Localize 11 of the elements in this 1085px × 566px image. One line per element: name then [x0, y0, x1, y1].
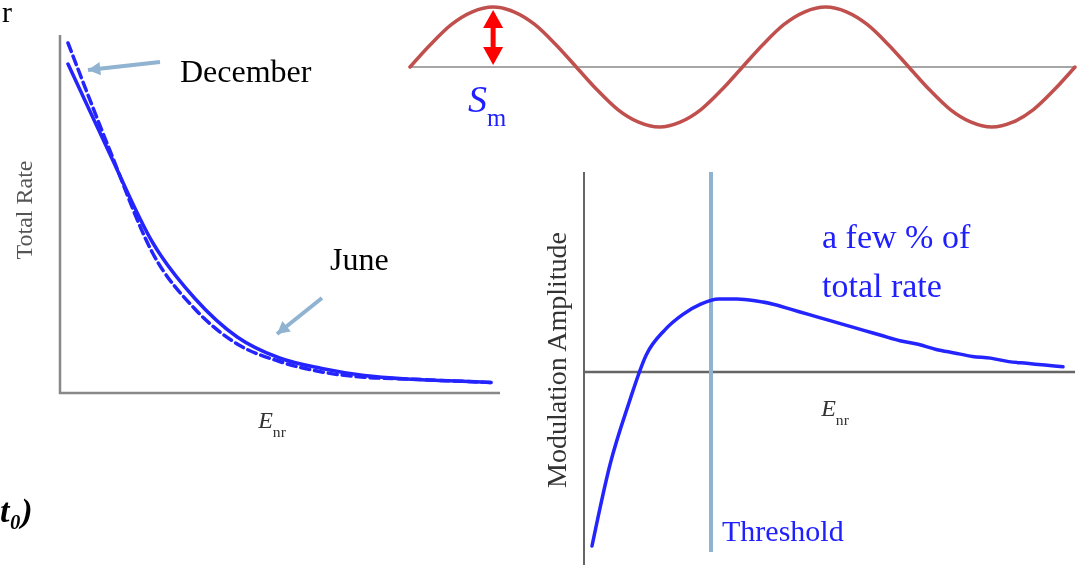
text: June [330, 241, 389, 277]
text: t₀) [0, 492, 33, 530]
annotation: a few % of total rate [822, 218, 971, 305]
y-axis-title: Modulation Amplitude [541, 232, 572, 488]
y-axis-title: Total Rate [11, 160, 37, 260]
x-axis-title: E$_{nr}$ [257, 407, 287, 440]
text: r [2, 0, 12, 28]
text: December [180, 53, 312, 89]
annotation: S$_{m}$ [468, 78, 507, 131]
annotation: Threshold [722, 514, 844, 547]
x-axis-title: E$_{nr}$ [820, 395, 850, 428]
